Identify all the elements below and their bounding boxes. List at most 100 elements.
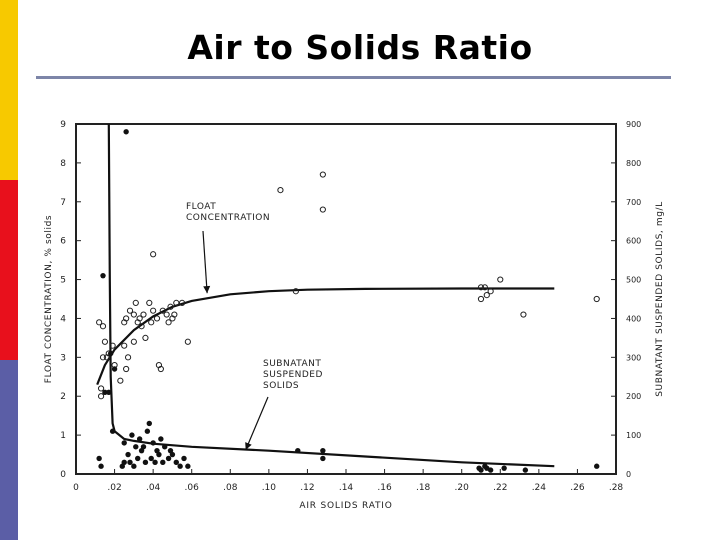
subnatant-solids-point <box>131 463 137 469</box>
x-tick-label: .14 <box>339 483 354 493</box>
x-tick-label: .24 <box>532 483 547 493</box>
float-concentration-point <box>148 319 155 326</box>
subnatant-solids-point <box>127 459 133 466</box>
subnatant-solids-point <box>123 129 129 135</box>
subnatant-solids-point <box>320 447 326 454</box>
subnatant-solids-point <box>162 444 168 450</box>
accent-blue <box>0 360 18 540</box>
annotation-arrowhead <box>203 285 211 294</box>
float-concentration-point <box>163 311 170 318</box>
float-concentration-point <box>109 342 116 349</box>
x-tick-label: .10 <box>262 483 277 493</box>
float-concentration-point <box>101 338 109 345</box>
subnatant-solids-point <box>185 463 191 469</box>
subnatant-solids-point <box>320 455 326 462</box>
float-concentration-point <box>117 377 124 384</box>
float-concentration-point <box>132 299 139 306</box>
right-y-axis-label: SUBNATANT SUSPENDED SOLIDS, mg/L <box>655 201 665 397</box>
subnatant-solids-point <box>150 440 156 446</box>
float-concentration-point <box>124 354 132 361</box>
annotation-label: SUBNATANT SUSPENDED SOLIDS <box>263 359 323 391</box>
subnatant-solids-point <box>148 455 154 462</box>
chart: 0 .02 .04 .06 .08 .10 .12 .14 .16 .18 .20 .22 .24 .26… <box>44 120 665 511</box>
subnatant-solids-point <box>478 467 484 473</box>
plot-frame <box>75 123 617 475</box>
right-y-tick-label: 600 <box>626 237 641 246</box>
float-concentration-point <box>319 206 326 213</box>
left-y-tick-label: 7 <box>60 198 66 208</box>
float-concentration-point <box>136 315 143 322</box>
float-concentration-point <box>150 307 157 314</box>
float-concentration-point <box>97 385 105 392</box>
subnatant-solids-point <box>106 389 112 396</box>
float-concentration-point <box>146 299 153 306</box>
float-concentration-point <box>184 338 191 345</box>
subnatant-solids-point <box>121 459 127 466</box>
title-rule <box>36 76 671 79</box>
x-tick-label: .12 <box>300 483 314 493</box>
right-y-tick-label: 200 <box>626 392 641 401</box>
subnatant-solids-point <box>501 465 507 471</box>
x-axis-ticks: 0 .02 .04 .06 .08 .10 .12 .14 .16 .18 .20 .22 .24 .26… <box>73 469 623 493</box>
float-concentration-point <box>292 288 299 295</box>
float-concentration-point <box>153 315 161 322</box>
subnatant-solids-point <box>522 467 529 473</box>
right-y-tick-label: 400 <box>626 314 641 323</box>
slide-accent-bar <box>0 0 18 540</box>
float-concentration-point <box>150 251 157 258</box>
float-concentration-point <box>167 303 174 310</box>
subnatant-solids-point <box>152 459 158 466</box>
right-y-tick-label: 900 <box>626 120 641 129</box>
subnatant-solids-point <box>96 455 102 462</box>
subnatant-solids-point <box>109 428 116 434</box>
subnatant-solids-point <box>140 444 147 450</box>
subnatant-solids-point <box>156 451 162 458</box>
subnatant-solids-point <box>160 459 166 466</box>
left-y-tick-label: 6 <box>60 237 66 247</box>
float-concentration-point <box>142 334 149 341</box>
right-y-tick-label: 300 <box>626 353 641 362</box>
subnatant-solids-point <box>487 467 494 473</box>
x-axis-label: AIR SOLIDS RATIO <box>299 501 392 511</box>
float-concentration-point <box>171 311 178 318</box>
float-concentration-point <box>130 338 137 345</box>
left-y-axis-ticks: 0 1 2 3 4 5 6 7 8 9 <box>60 120 81 480</box>
subnatant-solids-point <box>142 459 149 466</box>
subnatant-solids-point <box>594 463 600 469</box>
float-concentration-point <box>165 319 172 326</box>
subnatant-solids-point <box>165 455 172 462</box>
subnatant-solids-point <box>100 272 106 279</box>
subnatant-solids-point <box>181 455 187 462</box>
subnatant-solids-point <box>169 451 176 458</box>
float-concentration-point <box>159 307 166 314</box>
float-concentration-point <box>121 342 128 349</box>
right-y-axis-ticks: 0 100 200 300 400 500 600 700 800 900 <box>611 120 641 479</box>
float-concentration-point <box>96 319 103 326</box>
float-concentration-point <box>173 299 180 306</box>
subnatant-solids-point <box>102 389 108 396</box>
x-tick-label: .20 <box>455 483 470 493</box>
float-concentration-point <box>99 354 107 361</box>
right-y-tick-label: 100 <box>626 431 641 440</box>
float-concentration-point <box>497 276 504 283</box>
subnatant-solids-point <box>144 428 151 434</box>
right-y-tick-label: 500 <box>626 276 641 285</box>
float-concentration-point <box>157 365 164 373</box>
left-y-axis-label: FLOAT CONCENTRATION, % solids <box>44 215 54 383</box>
accent-yellow <box>0 0 18 180</box>
subnatant-solids-point <box>146 420 152 427</box>
subnatant-solids-point <box>133 444 139 450</box>
left-y-tick-label: 9 <box>60 120 66 130</box>
float-concentration-point <box>481 284 488 291</box>
left-y-tick-label: 8 <box>60 159 66 169</box>
accent-red <box>0 180 18 360</box>
float-concentration-point <box>520 311 527 318</box>
left-y-tick-label: 5 <box>60 276 66 286</box>
slide-title: Air to Solids Ratio <box>187 28 533 67</box>
float-concentration-point <box>97 393 105 400</box>
float-concentration-point <box>123 365 130 373</box>
float-concentration-point <box>477 284 485 291</box>
float-concentration-point <box>126 307 134 314</box>
x-tick-label: .04 <box>146 483 161 493</box>
subnatant-solids-point <box>121 440 127 446</box>
